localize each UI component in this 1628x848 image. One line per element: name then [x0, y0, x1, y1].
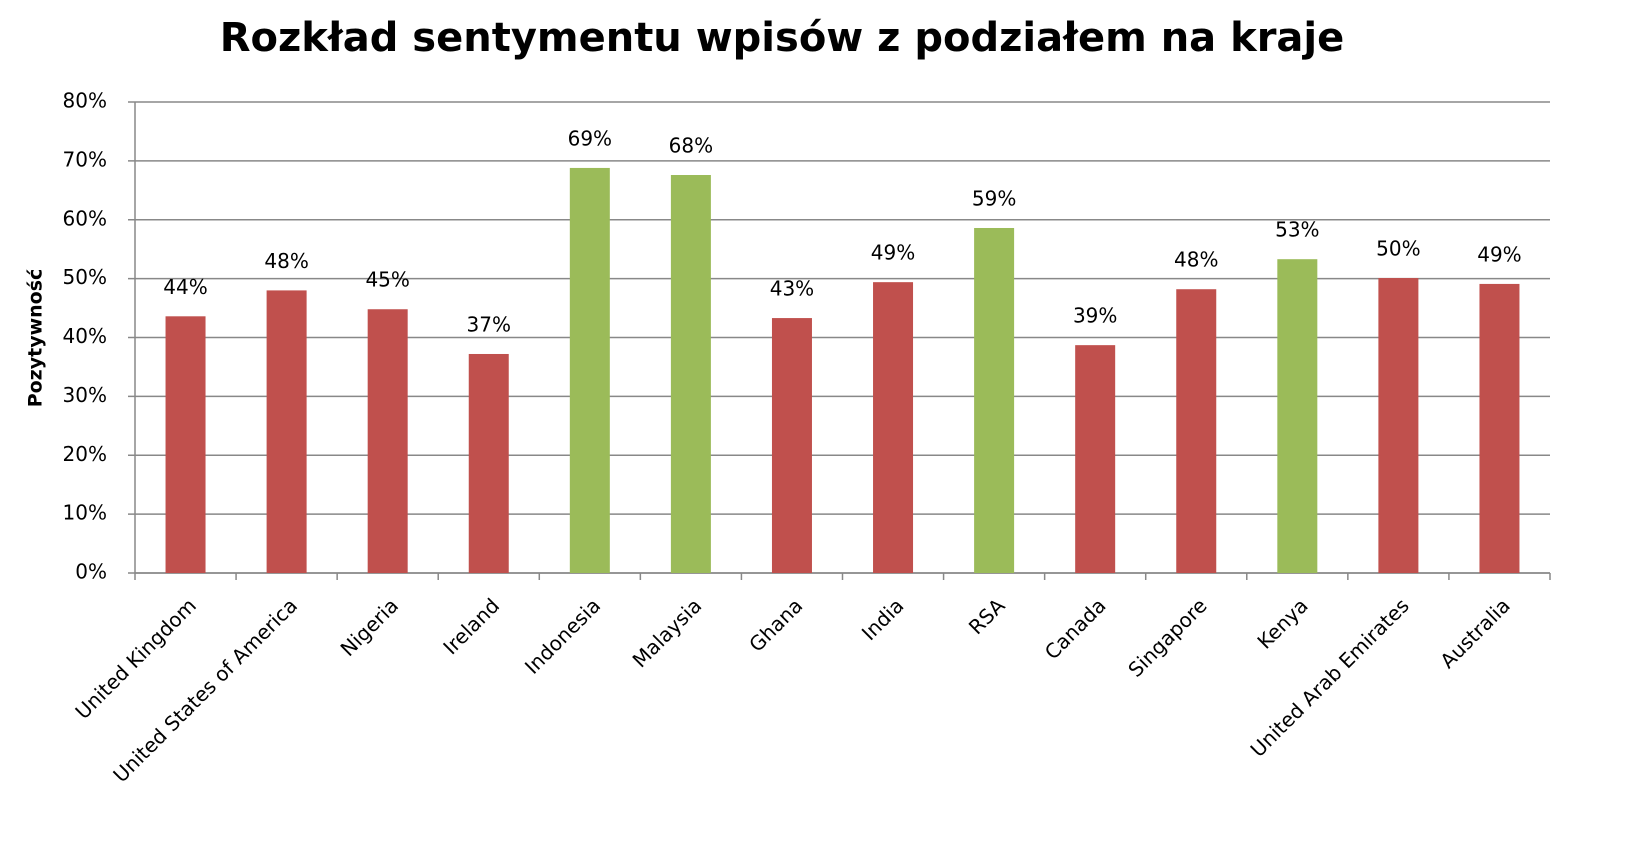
value-label: 49% — [1477, 242, 1521, 266]
value-label: 45% — [365, 268, 409, 292]
y-tick-label: 30% — [63, 383, 107, 407]
bar — [1378, 278, 1419, 573]
x-tick-label: Kenya — [1252, 593, 1312, 653]
bar — [974, 227, 1015, 573]
bar — [1277, 259, 1318, 573]
x-tick-label: United States of America — [108, 593, 302, 787]
x-tick-label: Ireland — [438, 593, 504, 659]
value-label: 49% — [871, 241, 915, 265]
bar — [367, 309, 408, 573]
x-tick-label: Ghana — [744, 593, 807, 656]
x-tick-label: India — [857, 593, 909, 645]
bar — [1176, 289, 1217, 573]
value-label: 50% — [1376, 237, 1420, 261]
bar — [266, 290, 307, 573]
y-tick-label: 50% — [63, 265, 107, 289]
y-tick-label: 70% — [63, 147, 107, 171]
value-label: 59% — [972, 186, 1016, 210]
y-tick-label: 40% — [63, 324, 107, 348]
x-tick-label: RSA — [964, 593, 1010, 639]
y-tick-label: 10% — [63, 501, 107, 525]
chart-title: Rozkład sentymentu wpisów z podziałem na… — [220, 15, 1345, 61]
bar — [468, 353, 509, 573]
x-tick-label: Singapore — [1123, 593, 1211, 681]
value-label: 44% — [163, 275, 207, 299]
x-tick-label: Nigeria — [336, 593, 404, 661]
y-tick-label: 60% — [63, 206, 107, 230]
x-tick-label: Indonesia — [520, 593, 605, 678]
y-tick-label: 80% — [63, 89, 107, 113]
value-label: 37% — [467, 312, 511, 336]
bar — [873, 282, 914, 573]
value-label: 68% — [669, 134, 713, 158]
bar — [670, 175, 711, 573]
value-label: 43% — [770, 277, 814, 301]
value-label: 39% — [1073, 304, 1117, 328]
y-axis-title: Pozytywność — [25, 269, 47, 408]
y-tick-label: 0% — [75, 560, 107, 584]
value-label: 69% — [568, 126, 612, 150]
x-tick-label: Canada — [1040, 593, 1111, 664]
x-tick-label: Malaysia — [628, 593, 707, 672]
bar — [165, 316, 206, 573]
bar — [569, 167, 610, 573]
value-label: 48% — [1174, 248, 1218, 272]
y-tick-label: 20% — [63, 442, 107, 466]
x-tick-label: Australia — [1435, 593, 1515, 673]
value-label: 53% — [1275, 218, 1319, 242]
bar — [771, 318, 812, 573]
bar — [1075, 345, 1116, 573]
value-label: 48% — [264, 249, 308, 273]
bar — [1479, 283, 1520, 573]
